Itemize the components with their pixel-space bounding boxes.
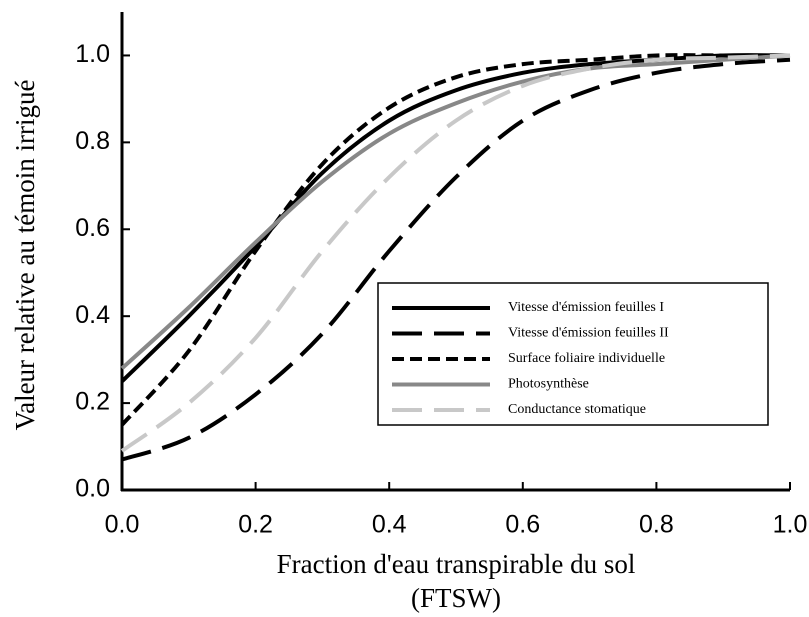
y-tick-label: 0.2 — [75, 388, 110, 416]
y-tick-label: 0.8 — [75, 127, 110, 155]
legend-label: Surface foliaire individuelle — [508, 351, 665, 366]
x-axis-label: (FTSW) — [411, 583, 501, 613]
x-tick-label: 0.4 — [372, 511, 407, 539]
legend-label: Vitesse d'émission feuilles I — [508, 300, 664, 315]
y-tick-label: 0.6 — [75, 214, 110, 242]
y-tick-label: 0.4 — [75, 301, 110, 329]
legend-label: Photosynthèse — [508, 377, 589, 392]
x-tick-label: 0.8 — [639, 511, 674, 539]
legend-label: Conductance stomatique — [508, 402, 646, 417]
x-axis-label: Fraction d'eau transpirable du sol — [277, 549, 636, 579]
series-line — [120, 53, 791, 453]
x-tick-label: 1.0 — [773, 511, 808, 539]
y-axis-label: Valeur relative au témoin irrigué — [10, 80, 40, 431]
x-tick-label: 0.0 — [105, 511, 140, 539]
series-line — [120, 53, 791, 370]
x-tick-label: 0.6 — [505, 511, 540, 539]
series-line — [120, 53, 790, 427]
series-line — [121, 57, 791, 462]
x-tick-label: 0.2 — [238, 511, 273, 539]
y-tick-label: 1.0 — [75, 40, 110, 68]
y-tick-label: 0.0 — [75, 475, 110, 503]
legend-label: Vitesse d'émission feuilles II — [508, 326, 669, 341]
